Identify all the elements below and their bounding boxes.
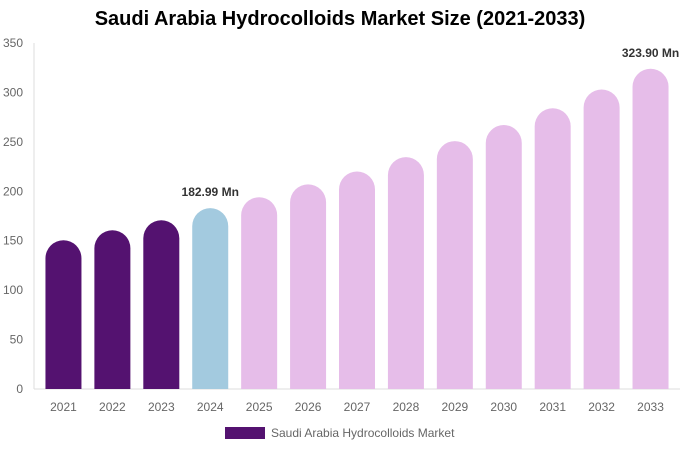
bar — [192, 208, 229, 389]
x-tick-label: 2030 — [490, 400, 517, 414]
y-tick-label: 200 — [3, 184, 23, 198]
bar — [94, 230, 131, 389]
bar — [290, 184, 327, 389]
data-label: 182.99 Mn — [182, 185, 239, 199]
data-label: 323.90 Mn — [622, 46, 679, 60]
bar — [632, 68, 669, 389]
x-tick-label: 2027 — [344, 400, 371, 414]
x-tick-label: 2021 — [50, 400, 77, 414]
y-tick-label: 350 — [3, 36, 23, 50]
chart-title: Saudi Arabia Hydrocolloids Market Size (… — [94, 8, 586, 30]
x-tick-label: 2029 — [441, 400, 468, 414]
bar — [534, 108, 571, 389]
bar — [436, 141, 473, 389]
x-tick-label: 2023 — [148, 400, 175, 414]
legend-label: Saudi Arabia Hydrocolloids Market — [271, 426, 455, 440]
x-tick-label: 2024 — [197, 400, 224, 414]
bar — [583, 89, 620, 389]
x-tick-label: 2026 — [295, 400, 322, 414]
bar — [143, 220, 180, 389]
bar — [387, 157, 424, 389]
y-tick-label: 50 — [10, 333, 24, 347]
y-tick-label: 100 — [3, 283, 23, 297]
bar — [339, 171, 375, 389]
x-tick-label: 2033 — [637, 400, 664, 414]
legend-swatch — [225, 427, 265, 439]
x-tick-label: 2022 — [99, 400, 126, 414]
y-tick-label: 0 — [16, 382, 23, 396]
x-tick-label: 2031 — [539, 400, 566, 414]
legend[interactable]: Saudi Arabia Hydrocolloids Market — [225, 426, 454, 440]
x-tick-label: 2025 — [246, 400, 273, 414]
y-tick-label: 300 — [3, 85, 23, 99]
bar — [485, 125, 522, 389]
bar — [45, 240, 82, 389]
y-tick-label: 250 — [3, 135, 23, 149]
bar — [241, 197, 278, 389]
x-tick-label: 2032 — [588, 400, 615, 414]
y-tick-label: 150 — [3, 234, 23, 248]
x-tick-label: 2028 — [393, 400, 420, 414]
